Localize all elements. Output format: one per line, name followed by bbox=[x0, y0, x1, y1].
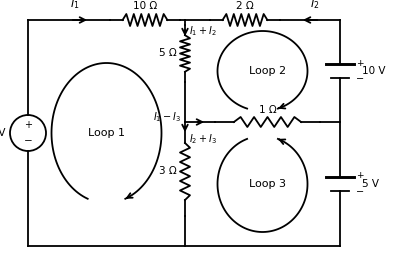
Text: Loop 3: Loop 3 bbox=[249, 179, 286, 189]
Text: $I_2$: $I_2$ bbox=[310, 0, 320, 11]
Text: $I_1+I_2$: $I_1+I_2$ bbox=[189, 25, 217, 38]
Text: $I_2+I_3$: $I_2+I_3$ bbox=[189, 132, 217, 146]
Text: 10 V: 10 V bbox=[362, 66, 386, 76]
Text: +: + bbox=[356, 58, 364, 68]
Text: −: − bbox=[24, 135, 32, 146]
Text: −: − bbox=[356, 187, 364, 197]
Text: 2 Ω: 2 Ω bbox=[236, 1, 254, 11]
Text: +: + bbox=[356, 172, 364, 180]
Text: −: − bbox=[356, 74, 364, 84]
Text: 1 Ω: 1 Ω bbox=[259, 105, 276, 115]
Text: 3 Ω: 3 Ω bbox=[159, 166, 177, 177]
Text: 5 Ω: 5 Ω bbox=[159, 49, 177, 58]
Text: +: + bbox=[24, 120, 32, 131]
Text: $I_1$: $I_1$ bbox=[70, 0, 80, 11]
Text: $I_1-I_3$: $I_1-I_3$ bbox=[153, 110, 181, 124]
Text: 50 V: 50 V bbox=[0, 128, 6, 138]
Text: Loop 1: Loop 1 bbox=[88, 128, 125, 138]
Text: Loop 2: Loop 2 bbox=[249, 66, 286, 76]
Text: 5 V: 5 V bbox=[362, 179, 379, 189]
Text: 10 Ω: 10 Ω bbox=[133, 1, 157, 11]
